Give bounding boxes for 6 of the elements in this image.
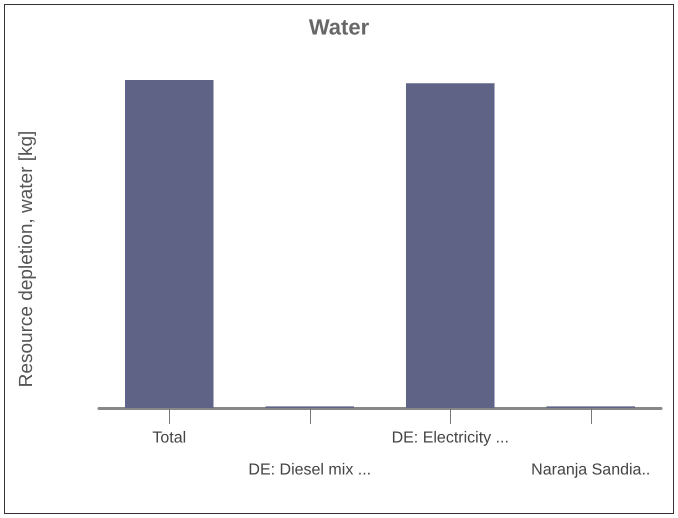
x-tick-label: Naranja Sandia.. (531, 462, 650, 478)
chart-title: Water (308, 14, 370, 40)
x-tick-label: DE: Diesel mix ... (248, 462, 372, 478)
x-tick-label: DE: Electricity ... (392, 430, 509, 446)
y-axis-title: Resource depletion, water [kg] (16, 130, 37, 388)
x-tick-label: Total (152, 430, 186, 446)
